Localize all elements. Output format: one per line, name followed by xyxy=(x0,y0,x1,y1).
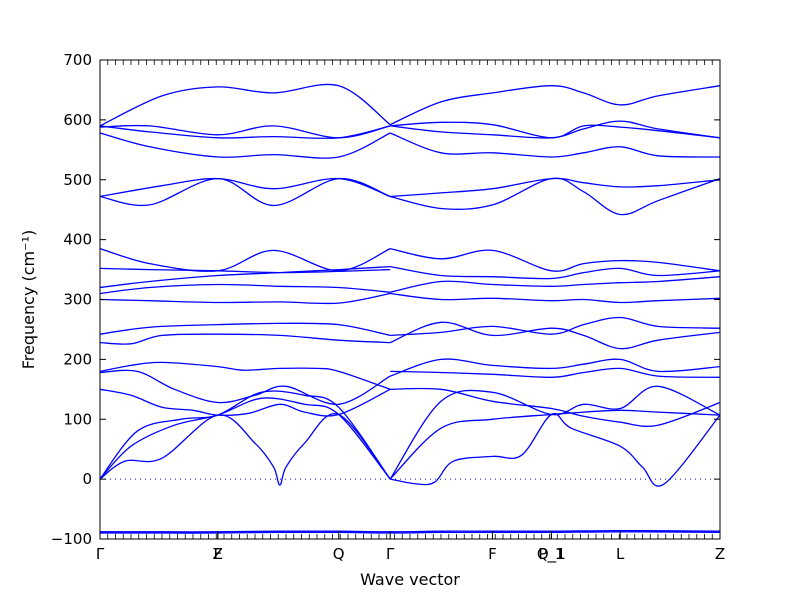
y-axis: −100 0 100 200 300 400 500 600 700 xyxy=(51,51,720,548)
x-tick-label: Q xyxy=(333,545,345,563)
band-line-20 xyxy=(99,83,391,127)
band-line-17 xyxy=(99,132,391,159)
y-tick-label: 700 xyxy=(63,51,92,69)
band-line-13 xyxy=(99,267,391,274)
band-line-15 xyxy=(99,177,391,207)
band-line-29 xyxy=(390,292,721,304)
x-tick-label: Γ xyxy=(386,545,395,563)
band-line-6 xyxy=(99,361,391,390)
y-tick-label: 300 xyxy=(63,291,92,309)
band-line-32 xyxy=(390,247,721,272)
band-line-24 xyxy=(390,387,721,427)
band-line-1 xyxy=(100,531,721,534)
y-tick-label: 600 xyxy=(63,111,92,129)
x-tick-label: L xyxy=(616,545,625,563)
y-tick-label: −100 xyxy=(51,530,92,548)
band-line-35 xyxy=(389,132,721,158)
x-tick-label: Γ xyxy=(96,545,105,563)
band-line-14 xyxy=(99,247,391,272)
y-tick-label: 200 xyxy=(63,350,92,368)
band-line-16 xyxy=(99,177,391,198)
x-tick-label: F xyxy=(213,545,222,563)
x-tick-label: Z xyxy=(213,545,223,563)
band-line-11 xyxy=(99,283,391,295)
band-line-5 xyxy=(99,388,391,417)
band-line-26 xyxy=(390,367,721,378)
band-line-36 xyxy=(390,120,721,139)
band-line-7 xyxy=(99,369,391,405)
band-line-9 xyxy=(99,322,391,337)
x-tick-label: Z xyxy=(715,545,725,563)
band-line-37 xyxy=(390,121,721,139)
y-tick-label: 400 xyxy=(63,231,92,249)
band-line-3 xyxy=(99,397,391,480)
band-line-34 xyxy=(390,177,721,216)
band-line-30 xyxy=(390,276,721,293)
x-axis: Γ ZF Q Γ F P_1Q_1 L Z xyxy=(96,60,725,564)
band-line-19 xyxy=(99,125,391,140)
x-tick-label: P_1 xyxy=(538,545,564,564)
band-line-10 xyxy=(99,292,391,305)
band-line-0 xyxy=(100,529,721,533)
band-line-31 xyxy=(390,265,721,280)
band-line-8 xyxy=(99,333,391,345)
band-line-2 xyxy=(99,413,391,486)
x-axis-label: Wave vector xyxy=(360,570,460,589)
band-line-33 xyxy=(390,177,721,198)
y-tick-label: 100 xyxy=(63,410,92,428)
band-line-25 xyxy=(389,358,721,377)
band-line-23 xyxy=(389,385,721,480)
x-tick-label: F xyxy=(488,545,497,563)
band-line-21 xyxy=(390,412,721,487)
y-axis-label: Frequency (cm⁻¹) xyxy=(19,230,38,369)
x-tick-label: Q_1 xyxy=(537,545,566,564)
band-line-38 xyxy=(389,85,721,126)
band-line-12 xyxy=(99,265,391,289)
series-layer xyxy=(99,83,721,534)
band-line-28 xyxy=(390,316,721,337)
y-tick-label: 500 xyxy=(63,171,92,189)
band-line-4 xyxy=(99,390,391,480)
y-tick-label: 0 xyxy=(82,470,92,488)
band-line-22 xyxy=(389,409,721,480)
band-line-27 xyxy=(389,321,721,350)
